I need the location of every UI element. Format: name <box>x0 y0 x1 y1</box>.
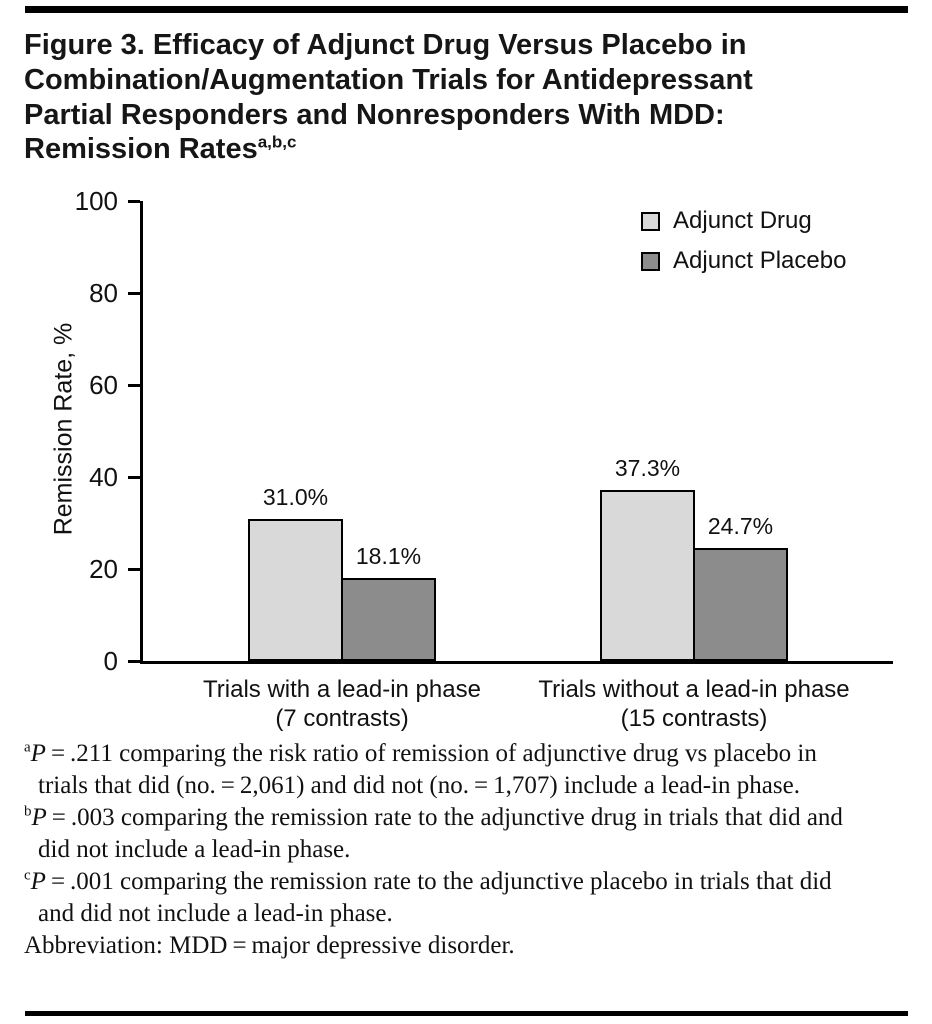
footnote-a-pvalue-symbol: P <box>30 740 46 768</box>
legend-swatch-adjunct-drug <box>641 211 660 231</box>
x-category-label-line2: (15 contrasts) <box>620 705 768 733</box>
footnote-a: aP = .211 comparing the risk ratio of re… <box>24 738 869 802</box>
y-tick-label: 60 <box>89 370 118 401</box>
bar-value-label: 37.3% <box>614 454 681 481</box>
plot-area: Adjunct Drug Adjunct Placebo 0 20 40 60 80 10… <box>75 186 893 732</box>
y-tick-mark <box>128 383 140 387</box>
x-category-label-line2: (7 contrasts) <box>275 705 409 733</box>
bar-adjunct-placebo <box>693 547 788 662</box>
footnote-a-text: = .211 comparing the risk ratio of remis… <box>38 740 817 800</box>
bar-value-label: 31.0% <box>262 483 329 510</box>
bar-chart: Remission Rate, % Adjunct Drug Adjunct P… <box>24 183 908 732</box>
footnote-c-pvalue-symbol: P <box>30 868 46 896</box>
top-rule <box>25 6 908 13</box>
legend-label-adjunct-placebo: Adjunct Placebo <box>673 247 847 275</box>
x-category-label: Trials with a lead-in phase (7 contrasts) <box>132 675 552 734</box>
legend-item-adjunct-drug: Adjunct Drug <box>641 207 846 235</box>
bottom-rule <box>25 1011 908 1016</box>
y-tick-label: 40 <box>89 462 118 493</box>
figure-title-text: Figure 3. Efficacy of Adjunct Drug Versu… <box>24 29 753 166</box>
footnote-b-text: = .003 comparing the remission rate to t… <box>38 804 843 864</box>
legend: Adjunct Drug Adjunct Placebo <box>641 207 846 275</box>
y-tick-mark <box>128 567 140 571</box>
abbreviation-text: Abbreviation: MDD = major depressive dis… <box>24 932 515 960</box>
footnote-a-marker: a <box>24 739 31 756</box>
footnotes: aP = .211 comparing the risk ratio of re… <box>24 738 869 962</box>
bar-value-label: 18.1% <box>355 542 422 569</box>
bar-adjunct-drug <box>600 489 695 662</box>
x-category-label-line1: Trials with a lead-in phase <box>203 676 481 704</box>
y-tick-label: 100 <box>74 186 118 217</box>
x-category-label: Trials without a lead-in phase (15 contra… <box>484 675 904 734</box>
legend-item-adjunct-placebo: Adjunct Placebo <box>641 247 846 275</box>
figure-title-superscript: a,b,c <box>257 132 297 152</box>
y-tick-mark <box>128 475 140 479</box>
legend-swatch-adjunct-placebo <box>641 251 660 271</box>
y-tick-label: 0 <box>103 646 118 677</box>
abbreviation-note: Abbreviation: MDD = major depressive dis… <box>24 930 869 962</box>
footnote-c-text: = .001 comparing the remission rate to t… <box>38 868 832 928</box>
footnote-b-marker: b <box>24 803 32 820</box>
y-tick-mark <box>128 199 140 203</box>
figure-title: Figure 3. Efficacy of Adjunct Drug Versu… <box>24 28 844 167</box>
footnote-b: bP = .003 comparing the remission rate t… <box>24 802 869 866</box>
x-category-label-line1: Trials without a lead-in phase <box>538 676 850 704</box>
footnote-c-marker: c <box>24 867 31 884</box>
y-tick-mark <box>128 659 140 663</box>
y-tick-mark <box>128 291 140 295</box>
footnote-b-pvalue-symbol: P <box>31 804 47 832</box>
footnote-c: cP = .001 comparing the remission rate t… <box>24 866 869 930</box>
y-axis-label: Remission Rate, % <box>49 322 78 536</box>
bar-adjunct-placebo <box>341 577 436 662</box>
bar-value-label: 24.7% <box>707 512 774 539</box>
y-tick-label: 20 <box>89 554 118 585</box>
y-tick-label: 80 <box>89 278 118 309</box>
bar-adjunct-drug <box>248 518 343 662</box>
legend-label-adjunct-drug: Adjunct Drug <box>673 207 812 235</box>
